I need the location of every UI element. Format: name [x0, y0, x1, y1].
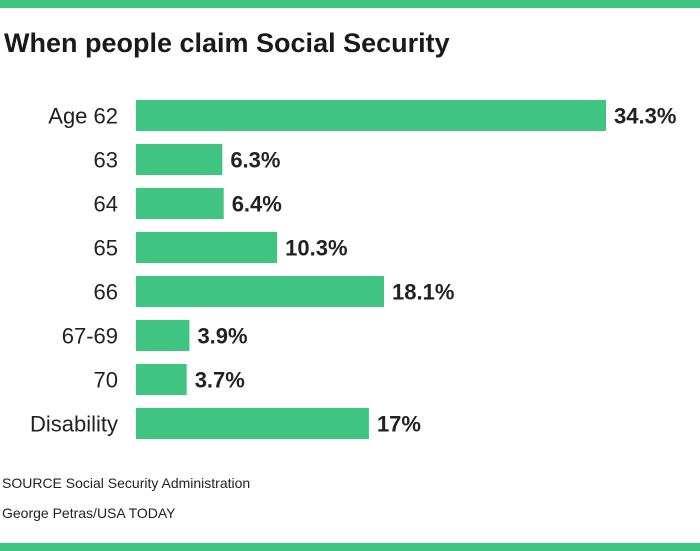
- bar-3: [136, 232, 278, 263]
- source-note: SOURCE Social Security Administration: [2, 475, 251, 491]
- value-label-2: 6.4%: [232, 192, 282, 217]
- bar-4: [136, 276, 385, 307]
- value-label-4: 18.1%: [392, 280, 454, 305]
- top-accent-rule: [0, 0, 700, 8]
- category-label-0: Age 62: [48, 104, 118, 129]
- category-label-2: 64: [94, 192, 118, 217]
- bar-1: [136, 144, 223, 175]
- value-label-5: 3.9%: [197, 324, 247, 349]
- category-label-4: 66: [94, 280, 118, 305]
- value-label-1: 6.3%: [230, 148, 280, 173]
- bar-0: [136, 100, 606, 131]
- bar-6: [136, 364, 187, 395]
- bar-5: [136, 320, 190, 351]
- chart-title: When people claim Social Security: [4, 28, 450, 58]
- bottom-accent-rule: [0, 543, 700, 551]
- category-label-3: 65: [94, 236, 118, 261]
- category-label-6: 70: [94, 368, 118, 393]
- category-label-7: Disability: [30, 412, 118, 437]
- credit-note: George Petras/USA TODAY: [2, 505, 176, 521]
- value-label-6: 3.7%: [195, 368, 245, 393]
- value-label-7: 17%: [377, 412, 421, 437]
- category-label-5: 67-69: [62, 324, 118, 349]
- value-label-3: 10.3%: [285, 236, 347, 261]
- value-label-0: 34.3%: [614, 104, 676, 129]
- bar-2: [136, 188, 224, 219]
- category-label-1: 63: [94, 148, 118, 173]
- bar-7: [136, 408, 369, 439]
